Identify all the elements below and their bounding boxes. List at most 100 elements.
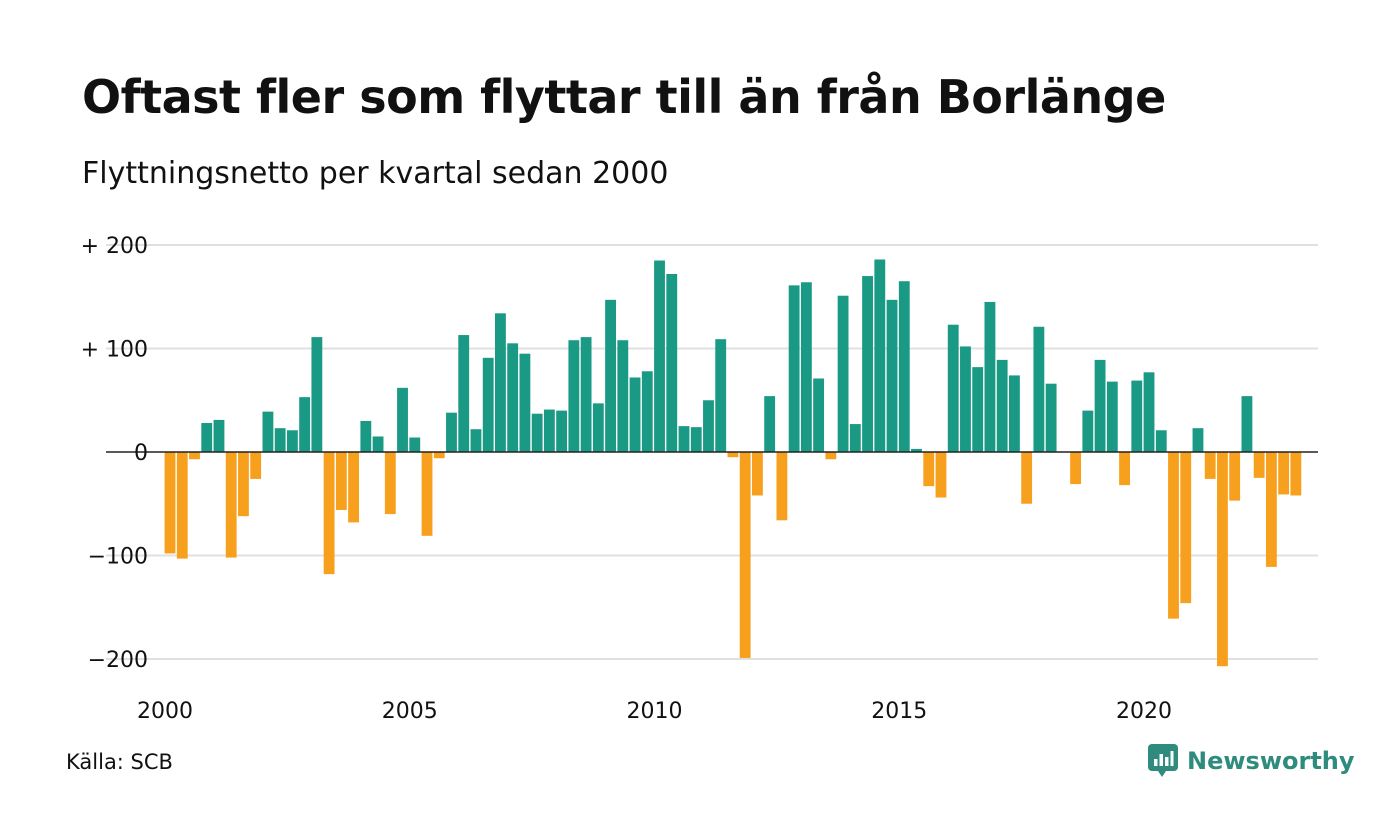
bar [984,301,996,452]
bar [837,295,849,452]
bar [409,437,421,452]
bar [360,420,372,452]
bar [311,337,323,452]
bar [262,411,274,452]
bar [862,276,873,452]
y-tick-label: −100 [88,545,148,570]
x-tick-label: 2015 [871,699,927,724]
bar [238,452,249,517]
bar [641,371,653,452]
bar [201,423,213,452]
bar [519,353,531,452]
bar [421,452,433,536]
bar [225,452,237,558]
bar [507,343,519,452]
brand-name: Newsworthy [1187,747,1355,775]
bar [495,313,506,452]
bar [776,452,788,521]
bar [1265,452,1277,567]
bar [1070,452,1082,485]
bar [764,396,776,452]
bar [935,452,947,498]
bars-layer [164,259,1302,667]
y-tick-label: 0 [134,441,148,466]
bar [1290,452,1302,496]
bar [813,378,825,452]
bar [1180,452,1192,604]
y-tick-label: + 100 [81,338,148,363]
bar [568,340,580,452]
bar [1033,326,1045,452]
bar [372,436,384,452]
bar [397,387,408,452]
bar [1155,430,1167,452]
bar [739,452,751,658]
bar [690,427,702,452]
bar [1229,452,1241,501]
x-axis-labels: 2000 2005 2010 2015 2020 [137,699,1172,724]
bar [1253,452,1265,478]
chart-title: Oftast fler som flyttar till än från Bor… [82,70,1166,124]
bar [1021,452,1033,504]
bar [1217,452,1228,667]
bar [715,339,727,452]
bar [470,429,482,452]
bar [1168,452,1179,619]
grid-layer [106,244,1318,660]
y-axis-labels: + 200 + 100 0 −100 −200 [81,234,148,673]
y-tick-label: −200 [88,648,148,673]
bar [348,452,359,523]
brand-logo[interactable]: Newsworthy [1148,744,1355,778]
bar [849,424,861,452]
bar [213,419,225,452]
bar [1204,452,1216,479]
bar [605,299,616,452]
bar [433,452,445,459]
bar [617,340,629,452]
bar [898,281,910,452]
bar [323,452,335,575]
source-label: Källa: SCB [66,750,173,774]
bar [164,452,176,554]
bar [874,259,886,452]
bar [458,335,470,452]
bar [947,324,959,452]
bar [1131,380,1143,452]
bar [1278,452,1290,495]
bar [384,452,396,515]
x-tick-label: 2020 [1116,699,1172,724]
newsworthy-logo-icon [1148,744,1178,777]
bar [911,448,922,452]
bar [482,357,494,452]
bar [1008,375,1020,452]
bar [886,299,898,452]
y-tick-label: + 200 [81,234,148,259]
bar [629,377,641,452]
bar [1143,372,1155,452]
bar [788,285,800,452]
bar [592,403,604,452]
bar [1082,410,1094,452]
bar [825,452,837,460]
bar [678,426,690,453]
bar [286,430,298,452]
bar [1241,396,1253,452]
bar [1106,381,1118,452]
bar [1119,452,1130,486]
bar [752,452,763,496]
bar [703,400,714,452]
bar [176,452,188,559]
bar [654,260,665,452]
bar [972,367,984,452]
bar [543,409,555,452]
bar [189,452,200,460]
bar [960,346,971,452]
bar [1094,359,1106,452]
x-tick-label: 2005 [382,699,438,724]
bar [727,452,739,458]
bar [666,273,678,452]
bar [556,410,568,452]
bar [335,452,347,510]
chart-subtitle: Flyttningsnetto per kvartal sedan 2000 [82,156,669,191]
